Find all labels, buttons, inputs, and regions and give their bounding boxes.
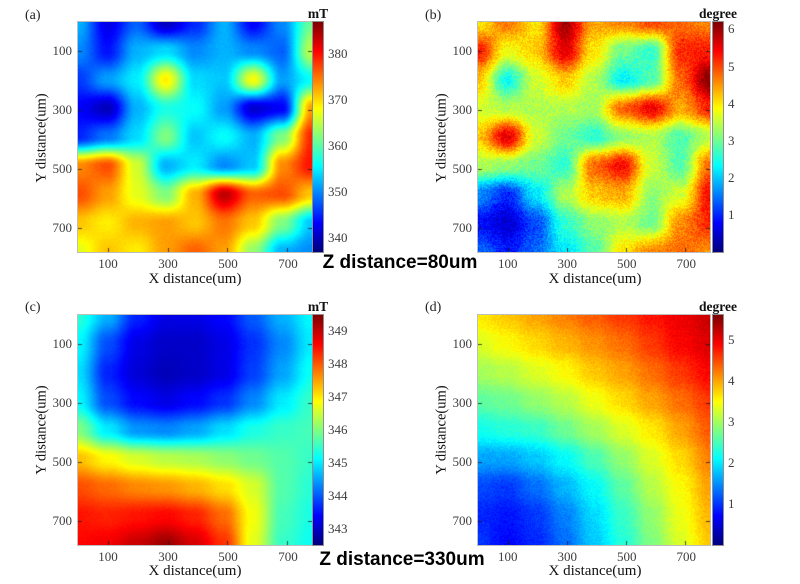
panel-d-colorbar-tick-2: 2 xyxy=(728,454,735,470)
panel-d-label: (d) xyxy=(425,300,442,315)
panel-c-y-tick-100: 100 xyxy=(52,336,73,352)
panel-b-colorbar xyxy=(712,21,724,253)
panel-a-colorbar-tick-350: 350 xyxy=(328,184,348,200)
panel-c-colorbar-tick-343: 343 xyxy=(328,520,348,536)
panel-b-y-tick-100: 100 xyxy=(452,43,473,59)
panel-d: (d) Y distance(um) X distance(um) degree… xyxy=(400,292,800,584)
panel-c-colorbar-tick-345: 345 xyxy=(328,454,348,470)
panel-a-colorbar-tick-380: 380 xyxy=(328,46,348,62)
panel-d-x-tick-500: 500 xyxy=(616,549,637,564)
panel-b-label: (b) xyxy=(425,8,442,23)
panel-c-y-tick-700: 700 xyxy=(52,513,73,529)
panel-c-x-tick-700: 700 xyxy=(278,549,298,564)
panel-d-y-tick-300: 300 xyxy=(452,395,473,411)
panel-c-label: (c) xyxy=(25,300,41,315)
panel-c-colorbar-tick-344: 344 xyxy=(328,487,348,503)
panel-b-y-tick-500: 500 xyxy=(452,161,473,177)
panel-a-x-axis-title: X distance(um) xyxy=(148,271,242,287)
panel-a-x-tick-500: 500 xyxy=(218,256,238,271)
panel-d-y-tick-100: 100 xyxy=(452,336,473,352)
panel-c-colorbar-unit: mT xyxy=(307,299,329,314)
panel-c-colorbar-tick-346: 346 xyxy=(328,422,348,437)
panel-d-x-axis-title: X distance(um) xyxy=(548,563,642,579)
panel-c-heatmap xyxy=(77,314,313,546)
panel-b-x-axis-title: X distance(um) xyxy=(548,271,642,287)
panel-c-y-tick-500: 500 xyxy=(52,454,73,470)
panel-b-x-tick-700: 700 xyxy=(676,256,696,271)
panel-a-colorbar-tick-340: 340 xyxy=(328,230,348,246)
panel-c-colorbar-tick-349: 349 xyxy=(328,323,348,339)
panel-c-x-tick-100: 100 xyxy=(98,549,118,564)
panel-d-colorbar-tick-4: 4 xyxy=(728,372,735,388)
panel-a-colorbar xyxy=(312,21,324,253)
panel-d-x-tick-300: 300 xyxy=(557,549,577,564)
panel-a-label: (a) xyxy=(25,8,41,23)
panel-a-colorbar-tick-360: 360 xyxy=(328,138,348,154)
panel-a-heatmap xyxy=(77,21,313,253)
panel-a-x-tick-100: 100 xyxy=(98,256,118,271)
panel-a: (a) Y distance(um) X distance(um) mT 100… xyxy=(0,0,400,292)
panel-d-x-tick-700: 700 xyxy=(676,549,696,564)
panel-b-colorbar-tick-4: 4 xyxy=(728,95,735,111)
panel-b-colorbar-tick-2: 2 xyxy=(728,169,735,185)
panel-c: (c) Y distance(um) X distance(um) mT 100… xyxy=(0,292,400,584)
z-distance-330-label: Z distance=330um xyxy=(319,549,485,570)
panel-a-colorbar-tick-370: 370 xyxy=(328,92,348,108)
panel-b-x-tick-500: 500 xyxy=(616,256,637,271)
panel-d-colorbar-tick-5: 5 xyxy=(728,331,735,347)
panel-c-colorbar-tick-347: 347 xyxy=(328,389,348,405)
panel-b-y-tick-700: 700 xyxy=(452,220,473,236)
panel-d-y-tick-700: 700 xyxy=(452,513,473,529)
panel-b-colorbar-tick-6: 6 xyxy=(728,21,735,37)
panel-b-x-tick-300: 300 xyxy=(557,256,577,271)
panel-c-colorbar xyxy=(312,314,324,546)
panel-b-colorbar-tick-3: 3 xyxy=(728,132,735,148)
panel-d-x-tick-100: 100 xyxy=(497,549,518,564)
panel-d-heatmap xyxy=(477,314,711,546)
panel-a-x-tick-700: 700 xyxy=(278,256,298,271)
panel-c-x-tick-300: 300 xyxy=(158,549,178,564)
z-distance-80-label: Z distance=80um xyxy=(322,252,478,273)
panel-a-colorbar-unit: mT xyxy=(307,6,329,21)
panel-d-colorbar-tick-3: 3 xyxy=(728,413,735,429)
panel-b: (b) Y distance(um) X distance(um) degree… xyxy=(400,0,800,292)
panel-b-y-tick-300: 300 xyxy=(452,102,473,118)
panel-b-colorbar-tick-1: 1 xyxy=(728,206,735,222)
panel-b-x-tick-100: 100 xyxy=(497,256,518,271)
panel-a-y-tick-500: 500 xyxy=(52,161,73,177)
panel-d-y-tick-500: 500 xyxy=(452,454,473,470)
panel-c-colorbar-tick-348: 348 xyxy=(328,356,348,372)
panel-a-y-tick-700: 700 xyxy=(52,220,73,236)
panel-d-colorbar-tick-1: 1 xyxy=(728,495,735,511)
panel-a-x-tick-300: 300 xyxy=(158,256,178,271)
panel-a-y-tick-300: 300 xyxy=(52,102,73,118)
panel-c-x-axis-title: X distance(um) xyxy=(148,563,242,579)
panel-c-y-tick-300: 300 xyxy=(52,395,73,411)
panel-b-colorbar-unit: degree xyxy=(699,6,737,21)
panel-b-heatmap xyxy=(477,21,711,253)
panel-a-y-tick-100: 100 xyxy=(52,43,73,59)
panel-b-colorbar-tick-5: 5 xyxy=(728,58,735,74)
panel-d-colorbar-unit: degree xyxy=(699,299,737,314)
panel-c-x-tick-500: 500 xyxy=(218,549,238,564)
panel-d-colorbar xyxy=(712,314,724,546)
